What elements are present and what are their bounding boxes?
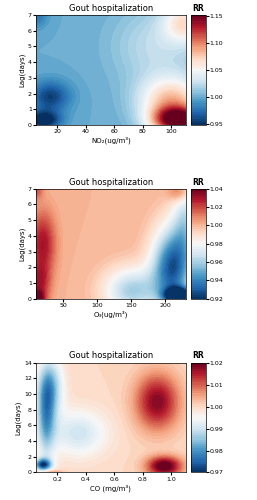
Y-axis label: Lag(days): Lag(days) [19, 53, 25, 87]
Title: Gout hospitalization: Gout hospitalization [69, 352, 153, 360]
Y-axis label: Lag(days): Lag(days) [15, 400, 21, 434]
X-axis label: CO (mg/m³): CO (mg/m³) [90, 484, 131, 492]
X-axis label: NO₂(ug/m³): NO₂(ug/m³) [91, 137, 131, 144]
Title: RR: RR [192, 178, 204, 186]
Title: RR: RR [192, 4, 204, 13]
X-axis label: O₃(ug/m³): O₃(ug/m³) [94, 310, 128, 318]
Title: Gout hospitalization: Gout hospitalization [69, 178, 153, 186]
Title: RR: RR [192, 352, 204, 360]
Title: Gout hospitalization: Gout hospitalization [69, 4, 153, 13]
Y-axis label: Lag(days): Lag(days) [19, 226, 25, 261]
